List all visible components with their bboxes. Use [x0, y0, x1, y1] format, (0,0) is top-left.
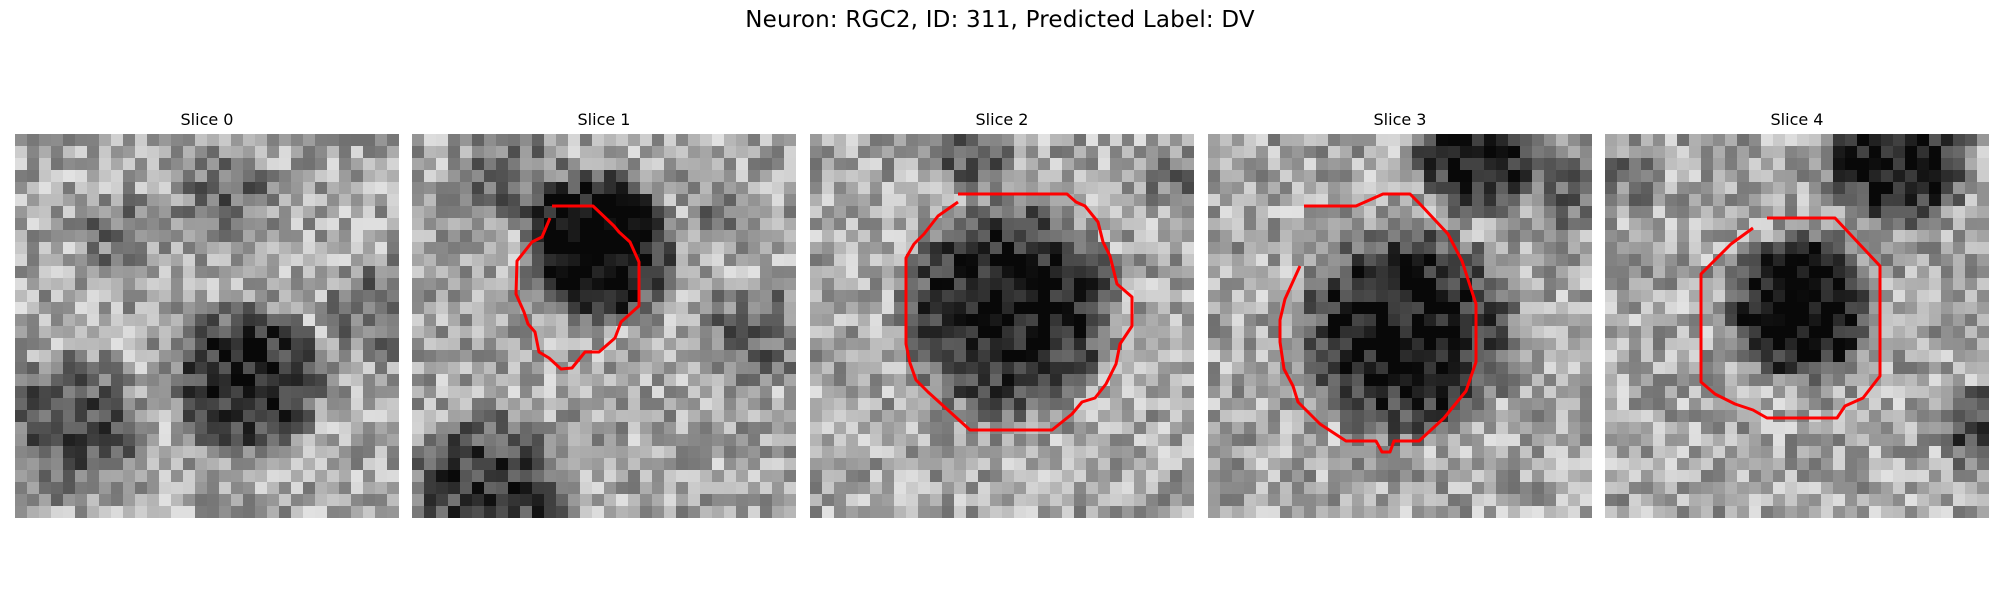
slice-panel-3: Slice 3	[1208, 108, 1592, 518]
segmentation-contour	[1278, 192, 1478, 454]
slice-title: Slice 0	[180, 110, 234, 129]
slice-title: Slice 4	[1770, 110, 1824, 129]
slice-title: Slice 2	[975, 110, 1029, 129]
slice-title: Slice 3	[1373, 110, 1427, 129]
slice-panel-0: Slice 0	[15, 108, 399, 518]
slice-image	[1605, 134, 1989, 518]
figure-title: Neuron: RGC2, ID: 311, Predicted Label: …	[745, 7, 1255, 33]
segmentation-contour	[1699, 216, 1882, 420]
segmentation-contour	[904, 192, 1134, 432]
slice-image	[1208, 134, 1592, 518]
slice-pixels	[1208, 134, 1592, 518]
slice-title: Slice 1	[577, 110, 631, 129]
slice-panel-4: Slice 4	[1605, 108, 1989, 518]
segmentation-contour	[514, 204, 641, 371]
slice-pixels	[810, 134, 1194, 518]
slice-image	[810, 134, 1194, 518]
slice-pixels	[412, 134, 796, 518]
slice-pixels	[15, 134, 399, 518]
slice-panel-2: Slice 2	[810, 108, 1194, 518]
slice-panel-1: Slice 1	[412, 108, 796, 518]
slice-image	[412, 134, 796, 518]
slice-image	[15, 134, 399, 518]
